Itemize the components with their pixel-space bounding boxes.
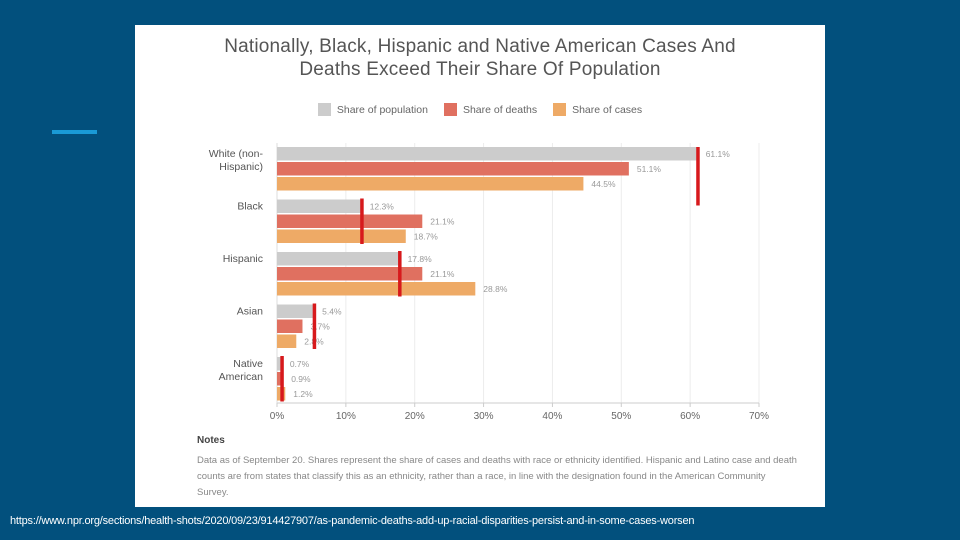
notes-title: Notes: [197, 435, 225, 446]
population-marker: [312, 303, 317, 349]
x-tick-label: 30%: [474, 411, 494, 422]
data-label: 12.3%: [370, 202, 395, 212]
data-label: 51.1%: [637, 164, 662, 174]
chart-title-line-1: Nationally, Black, Hispanic and Native A…: [224, 36, 736, 57]
bar-share-of-deaths: [277, 162, 629, 176]
chart-title-line-2: Deaths Exceed Their Share Of Population: [299, 59, 661, 80]
data-label: 0.7%: [290, 359, 310, 369]
bar-share-of-cases: [277, 229, 406, 243]
category-label: Hispanic: [223, 253, 263, 265]
notes-text: Data as of September 20. Shares represen…: [197, 455, 797, 498]
category-label: White (non-: [209, 148, 264, 160]
data-label: 21.1%: [430, 217, 455, 227]
accent-line: [52, 130, 97, 134]
legend-swatch-cases: [553, 103, 567, 116]
bar-chart: 0% 10% 20% 30% 40% 50% 60% 70%White (non-Hispan…: [209, 143, 769, 422]
x-tick-label: 70%: [749, 411, 769, 422]
x-tick-label: 50%: [611, 411, 631, 422]
bar-share-of-population: [277, 252, 400, 266]
category-label: American: [219, 371, 264, 383]
bar-share-of-cases: [277, 177, 584, 191]
data-label: 5.4%: [322, 307, 342, 317]
bar-share-of-population: [277, 357, 282, 371]
bar-share-of-deaths: [277, 372, 284, 386]
population-marker: [696, 147, 700, 206]
category-label: Hispanic): [219, 161, 263, 173]
bar-share-of-population: [277, 199, 362, 213]
bar-share-of-cases: [277, 334, 297, 348]
bar-share-of-deaths: [277, 319, 303, 333]
population-marker: [398, 251, 402, 297]
legend-label-cases: Share of cases: [572, 103, 643, 116]
x-tick-label: 60%: [680, 411, 700, 422]
category-label: Native: [233, 358, 263, 370]
data-label: 61.1%: [706, 149, 731, 159]
x-tick-label: 20%: [405, 411, 425, 422]
bar-share-of-population: [277, 304, 315, 318]
legend-item-population: Share of population: [317, 103, 428, 116]
bar-share-of-population: [277, 147, 698, 161]
data-label: 17.8%: [408, 254, 433, 264]
data-label: 18.7%: [414, 232, 439, 242]
data-label: 21.1%: [430, 269, 455, 279]
legend-item-deaths: Share of deaths: [443, 103, 538, 116]
data-label: 3.7%: [310, 322, 330, 332]
population-marker: [280, 356, 284, 402]
chart-title: Nationally, Black, Hispanic and Native A…: [135, 35, 825, 81]
population-marker: [360, 198, 364, 244]
bar-share-of-deaths: [277, 267, 423, 281]
chart-panel: Nationally, Black, Hispanic and Native A…: [135, 25, 825, 507]
x-tick-label: 10%: [336, 411, 356, 422]
category-label: Asian: [237, 306, 263, 318]
data-label: 44.5%: [591, 179, 616, 189]
data-label: 0.9%: [291, 374, 311, 384]
legend: Share of population Share of deaths Shar…: [135, 103, 825, 116]
legend-label-population: Share of population: [336, 103, 428, 116]
bar-share-of-cases: [277, 282, 476, 296]
source-url[interactable]: https://www.npr.org/sections/health-shot…: [10, 515, 695, 527]
legend-label-deaths: Share of deaths: [462, 103, 538, 116]
data-label: 28.8%: [483, 284, 508, 294]
legend-item-cases: Share of cases: [553, 103, 642, 116]
category-label: Black: [237, 201, 263, 213]
x-tick-label: 0%: [270, 411, 285, 422]
data-label: 1.2%: [293, 389, 313, 399]
legend-swatch-deaths: [443, 103, 457, 116]
legend-swatch-population: [317, 103, 331, 116]
bar-share-of-deaths: [277, 214, 423, 228]
x-tick-label: 40%: [542, 411, 562, 422]
